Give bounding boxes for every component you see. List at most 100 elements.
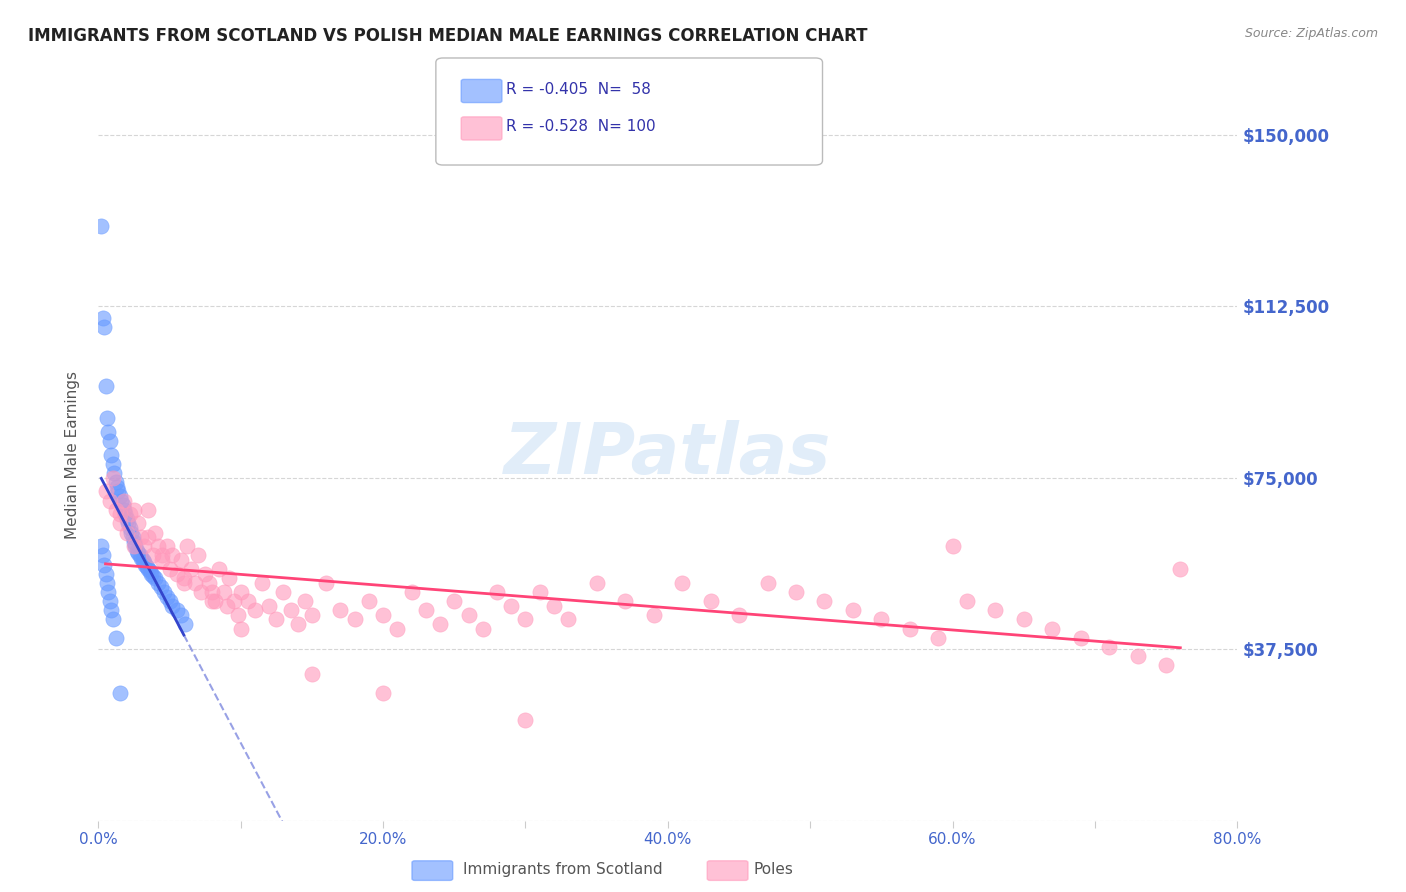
Point xyxy=(128,549,150,563)
Point xyxy=(148,539,170,553)
Point xyxy=(173,576,195,591)
Point xyxy=(134,558,156,572)
Point xyxy=(100,448,122,462)
Point xyxy=(166,603,188,617)
Point xyxy=(373,607,395,622)
Point xyxy=(108,489,131,503)
Point xyxy=(401,585,423,599)
Point xyxy=(529,585,551,599)
Point xyxy=(942,539,965,553)
Point xyxy=(486,585,509,599)
Point xyxy=(315,576,337,591)
Point xyxy=(250,576,273,591)
Point xyxy=(174,617,197,632)
Point xyxy=(132,555,155,569)
Point xyxy=(94,566,117,581)
Point xyxy=(280,603,302,617)
Point xyxy=(1098,640,1121,654)
Point xyxy=(515,612,537,626)
Point xyxy=(94,379,117,393)
Point xyxy=(98,434,121,449)
Point xyxy=(956,594,979,608)
Point xyxy=(229,585,252,599)
Point xyxy=(387,622,409,636)
Point xyxy=(139,566,162,581)
Point xyxy=(122,502,145,516)
Point xyxy=(135,560,157,574)
Point xyxy=(443,594,465,608)
Point xyxy=(1170,562,1192,576)
Point xyxy=(129,530,152,544)
Point xyxy=(984,603,1007,617)
Point xyxy=(756,576,779,591)
Point xyxy=(159,562,181,576)
Point xyxy=(471,622,494,636)
Point xyxy=(194,566,217,581)
Point xyxy=(127,516,149,531)
Point xyxy=(699,594,721,608)
Point xyxy=(162,549,184,563)
Point xyxy=(97,585,120,599)
Point xyxy=(104,502,127,516)
Text: R = -0.528  N= 100: R = -0.528 N= 100 xyxy=(506,120,655,134)
Point xyxy=(373,685,395,699)
Point xyxy=(173,571,195,585)
Point xyxy=(112,502,135,516)
Point xyxy=(93,319,115,334)
Point xyxy=(190,585,212,599)
Point xyxy=(180,562,202,576)
Point xyxy=(104,475,127,490)
Point xyxy=(118,521,141,535)
Point xyxy=(457,607,479,622)
Point xyxy=(97,425,120,439)
Point xyxy=(152,553,174,567)
Point xyxy=(212,585,235,599)
Point xyxy=(90,539,112,553)
Point xyxy=(138,565,160,579)
Point xyxy=(104,631,127,645)
Point xyxy=(218,571,240,585)
Point xyxy=(98,493,121,508)
Point xyxy=(124,539,146,553)
Point xyxy=(515,713,537,727)
Point xyxy=(110,493,132,508)
Point xyxy=(198,576,221,591)
Point xyxy=(156,590,179,604)
Point xyxy=(1012,612,1035,626)
Point xyxy=(643,607,665,622)
Point xyxy=(236,594,259,608)
Point xyxy=(120,525,142,540)
Point xyxy=(91,549,114,563)
Point xyxy=(96,411,118,425)
Point xyxy=(243,603,266,617)
Point xyxy=(1154,658,1177,673)
Point xyxy=(273,585,295,599)
Point xyxy=(108,508,131,522)
Point xyxy=(150,581,173,595)
Point xyxy=(357,594,380,608)
Point xyxy=(103,466,125,480)
Point xyxy=(585,576,607,591)
Point xyxy=(927,631,949,645)
Point xyxy=(101,612,124,626)
Point xyxy=(115,512,138,526)
Point xyxy=(229,622,252,636)
Point xyxy=(145,525,167,540)
Point xyxy=(100,603,122,617)
Point xyxy=(121,530,143,544)
Point xyxy=(222,594,245,608)
Text: IMMIGRANTS FROM SCOTLAND VS POLISH MEDIAN MALE EARNINGS CORRELATION CHART: IMMIGRANTS FROM SCOTLAND VS POLISH MEDIA… xyxy=(28,27,868,45)
Point xyxy=(329,603,352,617)
Point xyxy=(1040,622,1063,636)
Point xyxy=(898,622,921,636)
Point xyxy=(107,484,129,499)
Point xyxy=(1126,649,1149,664)
Point xyxy=(187,549,209,563)
Point xyxy=(136,530,159,544)
Point xyxy=(842,603,865,617)
Point xyxy=(415,603,437,617)
Point xyxy=(166,566,188,581)
Point xyxy=(259,599,281,613)
Point xyxy=(114,508,136,522)
Y-axis label: Median Male Earnings: Median Male Earnings xyxy=(65,371,80,539)
